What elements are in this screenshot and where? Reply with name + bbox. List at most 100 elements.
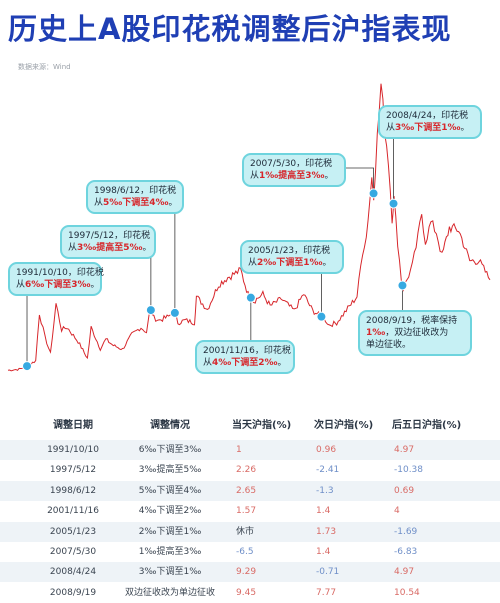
annotation-bubble: 2005/1/23，印花税 从2‰下调至1‰。: [240, 240, 344, 274]
annotation-from: 从: [203, 358, 213, 368]
annotation-line2: 从3‰下调至1‰。: [386, 122, 475, 134]
header-date: 调整日期: [53, 420, 93, 431]
cell-same-day: 休市: [236, 526, 255, 537]
cell-change: 3‰提高至5‰: [138, 465, 202, 476]
annotation-from: 从: [68, 243, 78, 253]
annotation-line1: 2001/11/16，印花税: [203, 346, 291, 356]
cell-five-day: 4.97: [394, 445, 415, 455]
annotation-bubble: 2008/4/24，印花税 从3‰下调至1‰。: [378, 105, 482, 139]
annotation-end: 。: [277, 358, 287, 368]
event-marker: [388, 198, 399, 209]
cell-next-day: -0.71: [316, 567, 340, 578]
annotation-bubble: 2008/9/19，税率保持 1‰，双边征收改为 单边征收。: [358, 310, 472, 356]
annotation-change: 3‰提高至5‰: [77, 243, 143, 253]
annotation-from: 从: [250, 171, 260, 181]
cell-next-day: 1.73: [316, 526, 337, 537]
annotation-line1: 2008/9/19，税率保持: [366, 316, 458, 326]
cell-five-day: 4.97: [394, 567, 415, 578]
annotation-line1: 2008/4/24，印花税: [386, 111, 469, 121]
cell-same-day: 1: [236, 445, 242, 455]
event-marker: [368, 188, 379, 199]
table-row: 2005/1/23 2‰下调至1‰ 休市 1.73 -1.69: [0, 521, 500, 542]
event-marker: [245, 292, 256, 303]
cell-date: 2001/11/16: [47, 506, 99, 517]
index-line-chart: 1991/10/10，印花税 从6‰下调至3‰。 1997/5/12，印花税 从3‰提…: [0, 70, 500, 390]
annotation-from: 从: [386, 123, 396, 133]
event-marker: [22, 361, 33, 372]
annotation-change: 1‰: [366, 328, 386, 338]
cell-next-day: 7.77: [316, 587, 337, 598]
annotation-line2: 从4‰下调至2‰。: [203, 357, 288, 369]
cell-five-day: -10.38: [394, 465, 424, 476]
cell-five-day: -1.69: [394, 526, 418, 537]
annotation-from: 从: [16, 280, 26, 290]
annotation-from: 从: [94, 198, 104, 208]
cell-date: 1998/6/12: [49, 485, 97, 496]
event-marker: [169, 307, 180, 318]
table-row: 2007/5/30 1‰提高至3‰ -6.5 1.4 -6.83: [0, 542, 500, 562]
cell-change: 5‰下调至4‰: [138, 485, 202, 496]
table-row: 1997/5/12 3‰提高至5‰ 2.26 -2.41 -10.38: [0, 460, 500, 480]
annotation-change: 4‰下调至2‰: [212, 358, 278, 368]
annotation-bubble: 1997/5/12，印花税 从3‰提高至5‰。: [60, 225, 156, 259]
annotation-from: 从: [248, 258, 258, 268]
annotation-end: 。: [322, 258, 332, 268]
chart-svg: [7, 83, 491, 372]
annotation-bubble: 2007/5/30，印花税 从1‰提高至3‰。: [242, 153, 346, 187]
cell-five-day: 10.54: [394, 587, 420, 598]
annotation-change: 5‰下调至4‰: [103, 198, 169, 208]
table-row: 2008/4/24 3‰下调至1‰ 9.29 -0.71 4.97: [0, 562, 500, 583]
header-change: 调整情况: [150, 420, 190, 431]
cell-change: 2‰下调至1‰: [138, 526, 202, 537]
header-next-day: 次日沪指(%): [314, 420, 374, 431]
cell-date: 1997/5/12: [49, 465, 97, 476]
table-row: 2001/11/16 4‰下调至2‰ 1.57 1.4 4: [0, 501, 500, 521]
annotation-line2: 1‰，双边征收改为: [366, 327, 465, 339]
cell-five-day: 4: [394, 506, 400, 517]
annotation-end: 。: [142, 243, 152, 253]
annotation-change: 3‰下调至1‰: [395, 123, 461, 133]
annotation-change: 6‰下调至3‰: [25, 280, 91, 290]
annotation-change: 2‰下调至1‰: [257, 258, 323, 268]
annotation-end: ，双边征收改为: [385, 328, 449, 338]
annotation-line1: 2007/5/30，印花税: [250, 159, 333, 169]
cell-change: 6‰下调至3‰: [138, 445, 202, 455]
cell-same-day: 9.29: [236, 567, 257, 578]
table-row: 1998/6/12 5‰下调至4‰ 2.65 -1.3 0.69: [0, 480, 500, 501]
page-title: 历史上A股印花税调整后沪指表现: [8, 12, 452, 46]
annotation-line1: 1997/5/12，印花税: [68, 231, 151, 241]
cell-change: 1‰提高至3‰: [138, 547, 202, 557]
annotation-line1: 1998/6/12，印花税: [94, 186, 177, 196]
annotation-line1: 1991/10/10，印花税: [16, 268, 104, 278]
cell-same-day: -6.5: [236, 547, 254, 557]
annotation-change: 1‰提高至3‰: [259, 171, 325, 181]
cell-change: 4‰下调至2‰: [138, 506, 202, 517]
annotation-line2: 从3‰提高至5‰。: [68, 242, 152, 254]
annotation-line1: 2005/1/23，印花税: [248, 246, 331, 256]
data-source-note: 数据来源：Wind: [18, 63, 71, 71]
cell-same-day: 9.45: [236, 587, 257, 598]
cell-date: 2005/1/23: [49, 526, 97, 537]
cell-five-day: -6.83: [394, 547, 418, 557]
cell-next-day: 1.4: [316, 547, 331, 557]
cell-next-day: 1.4: [316, 506, 331, 517]
annotation-line2: 从1‰提高至3‰。: [250, 170, 339, 182]
cell-next-day: -2.41: [316, 465, 340, 476]
table-row: 1991/10/10 6‰下调至3‰ 1 0.96 4.97: [0, 440, 500, 460]
annotation-end: 。: [324, 171, 334, 181]
annotation-line2: 从6‰下调至3‰。: [16, 279, 99, 291]
event-marker: [145, 305, 156, 316]
annotation-line3: 单边征收。: [366, 340, 412, 350]
effects-table: 调整日期 调整情况 当天沪指(%) 次日沪指(%) 后五日沪指(%) 1991/…: [0, 412, 500, 603]
annotation-bubble: 1998/6/12，印花税 从5‰下调至4‰。: [86, 180, 184, 214]
cell-date: 2008/9/19: [49, 587, 97, 598]
annotation-bubble: 1991/10/10，印花税 从6‰下调至3‰。: [8, 262, 104, 296]
cell-date: 2007/5/30: [49, 547, 97, 557]
annotation-bubble: 2001/11/16，印花税 从4‰下调至2‰。: [195, 340, 295, 374]
cell-date: 2008/4/24: [49, 567, 97, 578]
annotation-connector: [346, 167, 374, 194]
cell-change: 3‰下调至1‰: [138, 567, 202, 578]
cell-next-day: -1.3: [316, 485, 334, 496]
annotation-line2: 从5‰下调至4‰。: [94, 197, 177, 209]
table-row: 2008/9/19 双边征收改为单边征收 9.45 7.77 10.54: [0, 583, 500, 603]
